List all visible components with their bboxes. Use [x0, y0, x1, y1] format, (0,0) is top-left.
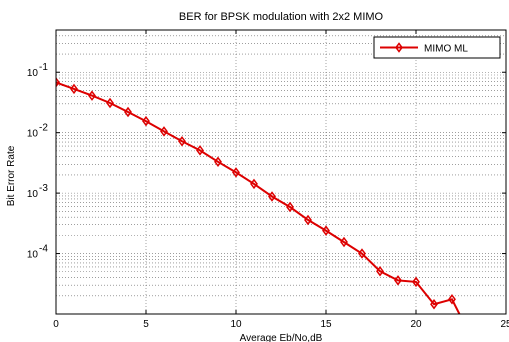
y-tick-label: 10	[27, 129, 39, 140]
data-point	[124, 106, 132, 118]
x-tick-label: 20	[410, 319, 422, 330]
y-axis-label: Bit Error Rate	[6, 145, 17, 206]
y-tick-exponent: -1	[39, 62, 48, 73]
data-point	[232, 167, 240, 178]
y-tick-label: 10	[27, 189, 39, 200]
x-tick-label: 25	[500, 319, 509, 330]
data-point	[467, 331, 473, 339]
x-tick-label: 0	[53, 319, 59, 330]
legend-box	[373, 36, 501, 59]
legend-marker	[395, 42, 403, 53]
data-point	[106, 97, 114, 109]
data-point	[430, 298, 438, 310]
x-tick-label: 15	[320, 319, 332, 330]
data-point	[88, 90, 96, 101]
legend: MIMO ML	[373, 36, 501, 59]
data-point	[214, 156, 222, 168]
chart-title: BER for BPSK modulation with 2x2 MIMO	[179, 11, 384, 23]
series-group	[56, 77, 473, 339]
data-point	[358, 248, 366, 259]
y-tick-label: 10	[27, 250, 39, 261]
data-point	[70, 83, 78, 95]
x-tick-label: 5	[143, 319, 149, 330]
y-tick-exponent: -4	[39, 244, 48, 255]
data-point	[394, 275, 402, 286]
x-axis-label: Average Eb/No,dB	[240, 333, 323, 342]
data-point	[56, 77, 60, 88]
y-axis: 10-110-210-310-4	[27, 62, 506, 261]
data-point	[412, 276, 420, 288]
data-point	[286, 201, 294, 213]
legend-label: MIMO ML	[424, 44, 468, 55]
y-tick-exponent: -2	[39, 123, 48, 134]
data-point	[196, 145, 204, 156]
y-tick-exponent: -3	[39, 183, 48, 194]
data-point	[160, 126, 168, 137]
data-point	[142, 115, 150, 127]
plot-area	[56, 30, 506, 314]
x-tick-label: 10	[230, 319, 242, 330]
data-point	[376, 265, 384, 277]
data-point	[178, 136, 186, 147]
data-point	[250, 178, 258, 190]
data-point	[322, 225, 330, 236]
data-point	[268, 191, 276, 202]
data-point	[448, 294, 456, 305]
y-tick-label: 10	[27, 68, 39, 79]
plot-border	[55, 29, 507, 315]
data-point	[340, 236, 348, 248]
data-point	[304, 214, 312, 226]
